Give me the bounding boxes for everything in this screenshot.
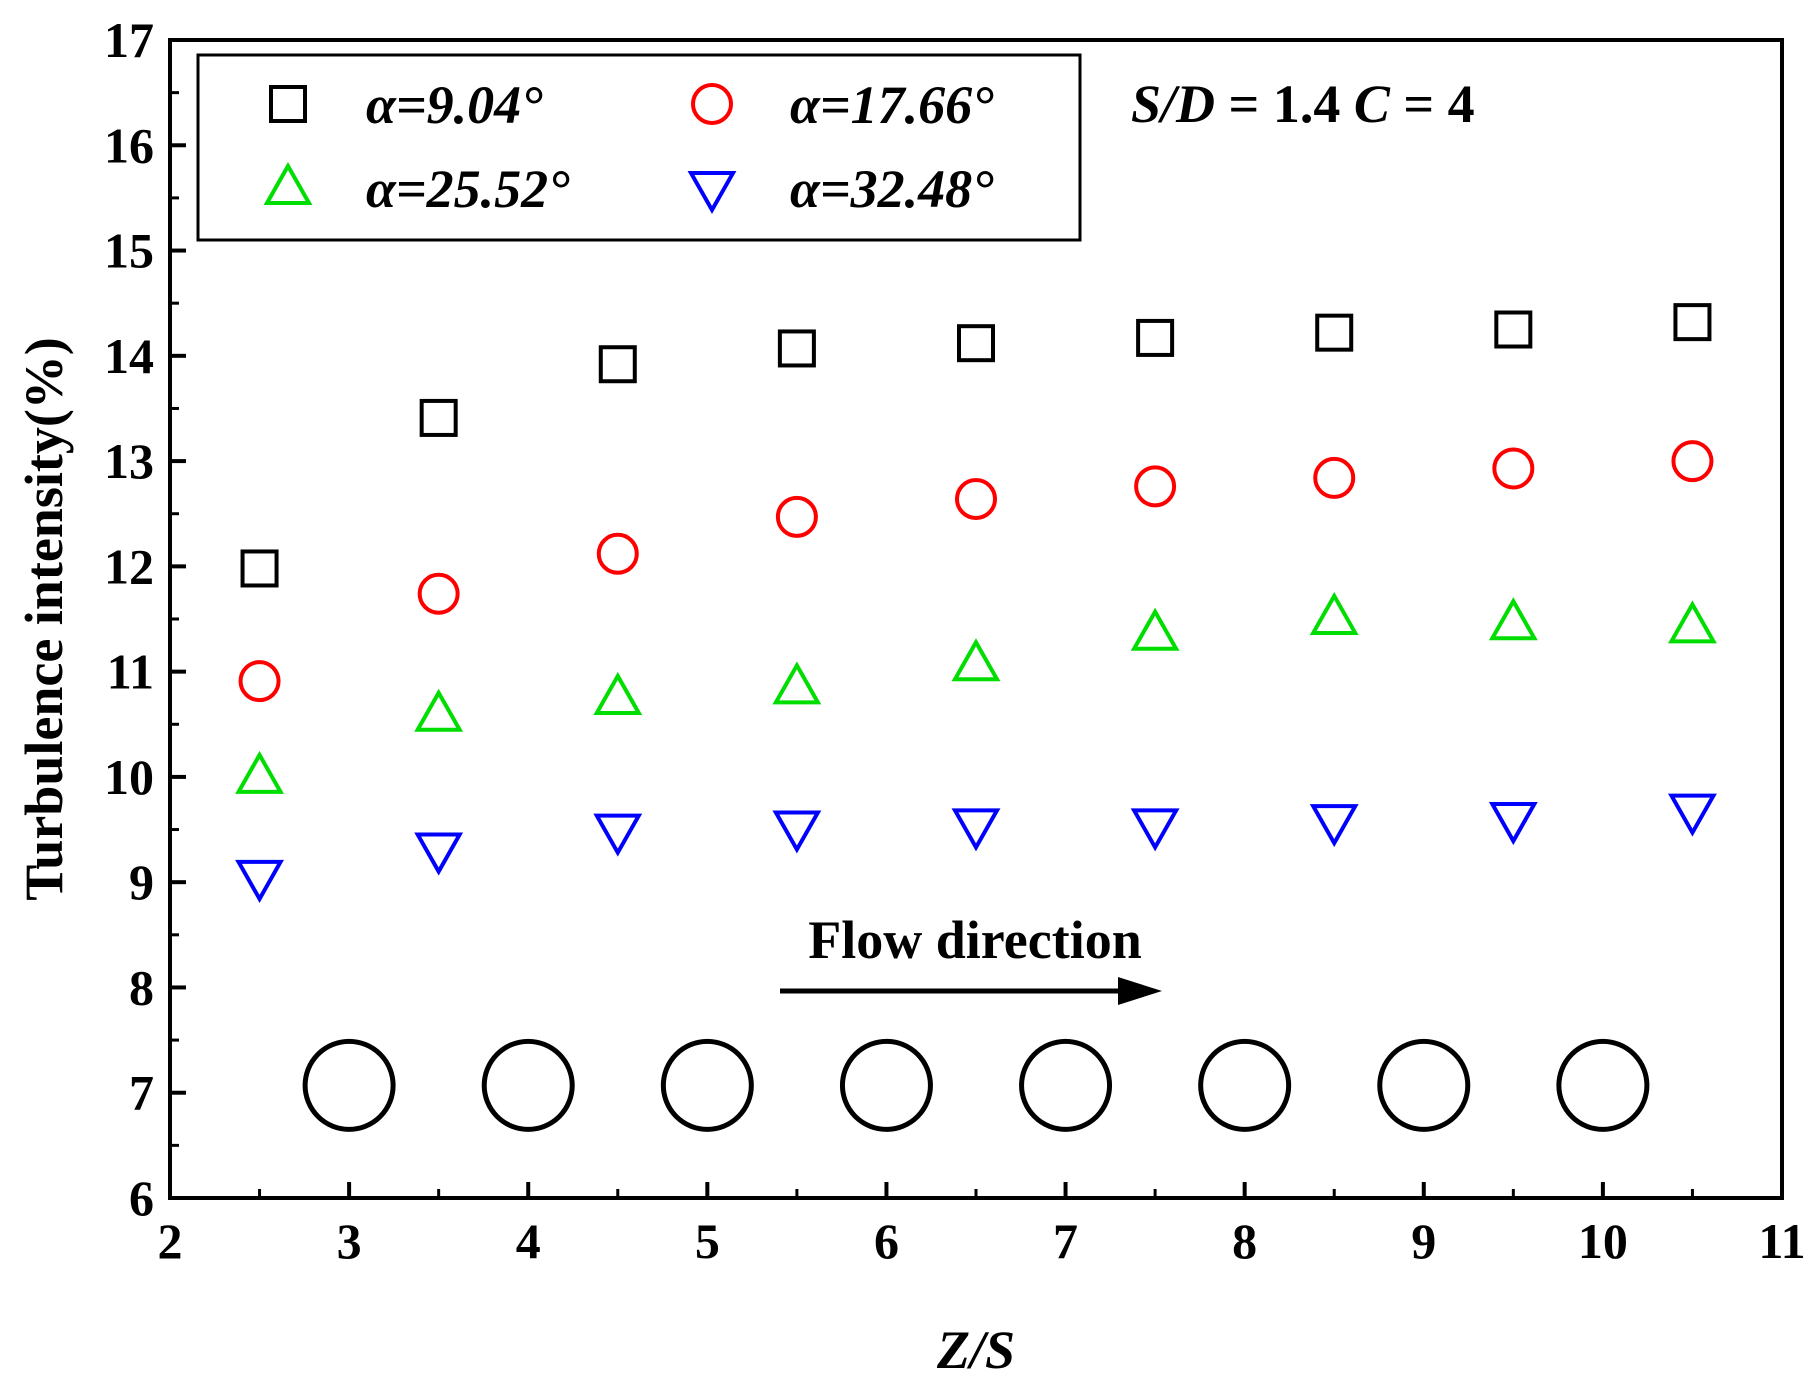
data-point bbox=[1309, 591, 1359, 635]
axis-ticks: 2 3 4 5 6 7 8 9 10 11 6 7 8 9 10 11 12 13 14 15 16 17 bbox=[104, 12, 1806, 1269]
data-point bbox=[238, 660, 281, 703]
y-tick-label: 10 bbox=[104, 749, 154, 805]
y-tick-label: 6 bbox=[129, 1170, 154, 1226]
data-point bbox=[1134, 465, 1177, 508]
data-point bbox=[414, 688, 464, 732]
data-point bbox=[1488, 802, 1538, 846]
y-tick-label: 16 bbox=[104, 117, 154, 173]
tube-circle bbox=[1019, 1038, 1113, 1132]
y-tick-label: 9 bbox=[129, 854, 154, 910]
data-point bbox=[1668, 793, 1717, 837]
data-point bbox=[1130, 808, 1180, 852]
legend: α=9.04° α=17.66° α=25.52° α=32.48° bbox=[196, 53, 1082, 242]
x-tick-label: 9 bbox=[1411, 1213, 1436, 1269]
data-point bbox=[1488, 597, 1538, 641]
x-tick-label: 2 bbox=[158, 1213, 183, 1269]
tube-circle bbox=[1198, 1038, 1292, 1132]
y-tick-label: 8 bbox=[129, 959, 154, 1015]
x-tick-label: 7 bbox=[1053, 1213, 1078, 1269]
x-tick-label: 11 bbox=[1758, 1213, 1805, 1269]
y-tick-label: 17 bbox=[104, 12, 154, 68]
legend-marker bbox=[269, 85, 307, 123]
data-point bbox=[235, 859, 284, 903]
x-tick-label: 6 bbox=[874, 1213, 899, 1269]
data-point bbox=[1492, 447, 1535, 490]
data-point bbox=[957, 324, 995, 363]
tube-row bbox=[302, 1038, 1650, 1132]
data-point bbox=[593, 813, 643, 857]
x-tick-label: 4 bbox=[516, 1213, 541, 1269]
tube-circle bbox=[660, 1038, 754, 1132]
data-point bbox=[951, 808, 1001, 852]
data-point bbox=[1309, 804, 1359, 848]
legend-label: α=9.04° bbox=[366, 75, 543, 135]
tube-circle bbox=[481, 1038, 575, 1132]
data-point bbox=[1494, 310, 1533, 349]
y-tick-label: 15 bbox=[104, 223, 154, 279]
legend-label: α=25.52° bbox=[366, 159, 570, 219]
data-point bbox=[419, 398, 458, 437]
x-tick-label: 5 bbox=[695, 1213, 720, 1269]
data-point bbox=[1136, 318, 1175, 357]
data-point bbox=[1315, 313, 1354, 352]
data-point bbox=[772, 810, 822, 854]
legend-item: α=17.66° bbox=[691, 75, 994, 135]
tube-circle bbox=[1556, 1038, 1650, 1132]
data-point bbox=[772, 661, 822, 705]
y-axis-title: Turbulence intensity(%) bbox=[14, 337, 74, 901]
y-tick-label: 7 bbox=[129, 1065, 154, 1121]
data-point bbox=[1668, 600, 1717, 644]
data-point bbox=[598, 345, 637, 384]
parameter-annotation: S/D = 1.4 C = 4 bbox=[1131, 74, 1475, 134]
legend-marker bbox=[691, 83, 733, 125]
data-point bbox=[775, 495, 818, 538]
data-point bbox=[414, 832, 464, 876]
data-point bbox=[1313, 456, 1356, 499]
legend-label: α=17.66° bbox=[790, 75, 994, 135]
data-point bbox=[593, 671, 643, 715]
tube-circle bbox=[839, 1038, 933, 1132]
legend-item: α=9.04° bbox=[269, 75, 543, 135]
x-tick-label: 10 bbox=[1578, 1213, 1628, 1269]
series-4 bbox=[235, 793, 1717, 903]
legend-item: α=25.52° bbox=[263, 159, 570, 219]
data-point bbox=[777, 329, 816, 368]
legend-box bbox=[196, 53, 1082, 242]
series-2 bbox=[238, 440, 1714, 703]
data-point bbox=[951, 638, 1001, 682]
flow-direction-annotation: Flow direction bbox=[780, 910, 1162, 1005]
y-tick-label: 14 bbox=[104, 328, 154, 384]
x-axis-title: Z/S bbox=[936, 1320, 1015, 1380]
series-layer bbox=[235, 303, 1717, 903]
series-3 bbox=[235, 591, 1717, 794]
tube-circle bbox=[1377, 1038, 1471, 1132]
tube-circle bbox=[302, 1038, 396, 1132]
x-tick-label: 3 bbox=[337, 1213, 362, 1269]
data-point bbox=[417, 572, 460, 615]
series-1 bbox=[240, 303, 1712, 588]
data-point bbox=[1130, 607, 1180, 651]
legend-item: α=32.48° bbox=[687, 159, 994, 219]
legend-marker bbox=[263, 161, 313, 205]
data-point bbox=[235, 750, 284, 794]
legend-marker bbox=[687, 171, 737, 215]
legend-label: α=32.48° bbox=[790, 159, 994, 219]
y-tick-label: 11 bbox=[107, 644, 154, 700]
y-tick-label: 13 bbox=[104, 433, 154, 489]
data-point bbox=[596, 532, 639, 575]
x-tick-label: 8 bbox=[1232, 1213, 1257, 1269]
flow-direction-label: Flow direction bbox=[808, 910, 1141, 970]
data-point bbox=[955, 477, 997, 520]
y-tick-label: 12 bbox=[104, 538, 154, 594]
flow-direction-arrow-head bbox=[1118, 977, 1162, 1005]
data-point bbox=[1671, 440, 1714, 483]
data-point bbox=[240, 549, 279, 588]
data-point bbox=[1673, 303, 1712, 342]
